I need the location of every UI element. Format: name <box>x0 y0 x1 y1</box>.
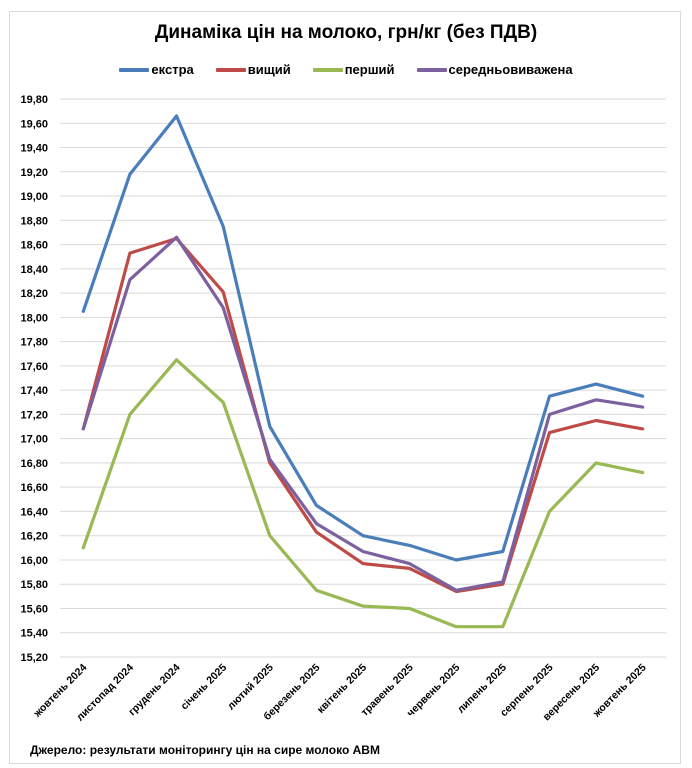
y-tick-label: 16,40 <box>20 506 48 518</box>
series-line-0 <box>81 114 645 562</box>
x-tick-label: січень 2025 <box>179 662 230 713</box>
y-tick-label: 19,00 <box>20 191 48 203</box>
chart-title: Динаміка цін на молоко, грн/кг (без ПДВ) <box>154 22 538 43</box>
y-tick-label: 17,40 <box>20 385 48 397</box>
legend-label: перший <box>344 62 395 77</box>
y-axis-ticks: 15,20 15,40 15,60 15,80 16,00 16,20 16,40 16,60… <box>20 94 48 664</box>
legend-swatch <box>312 67 343 72</box>
series-line-1 <box>81 236 645 594</box>
y-tick-label: 17,60 <box>20 361 48 373</box>
y-tick-label: 15,60 <box>20 603 48 615</box>
legend-item-serednovyvazhena: середньовиважена <box>416 62 573 77</box>
legend-swatch <box>416 67 447 72</box>
y-tick-label: 19,20 <box>20 167 48 179</box>
legend-label: вищий <box>247 62 291 77</box>
series-line-2 <box>81 358 645 629</box>
legend-item-pershyi: перший <box>312 62 395 77</box>
source-note: Джерело: результати моніторингу цін на с… <box>30 743 380 757</box>
y-tick-label: 15,80 <box>20 579 48 591</box>
y-tick-label: 15,40 <box>20 628 48 640</box>
series-line-3 <box>81 235 645 592</box>
series-lines <box>81 114 645 629</box>
y-tick-label: 18,60 <box>20 240 48 252</box>
y-tick-label: 15,20 <box>20 652 48 664</box>
y-tick-label: 17,00 <box>20 434 48 446</box>
x-tick-label: лютий 2025 <box>225 662 276 713</box>
legend-label: середньовиважена <box>448 62 573 77</box>
y-tick-label: 19,60 <box>20 118 48 130</box>
legend-item-vyshchyi: вищий <box>215 62 291 77</box>
y-tick-label: 16,20 <box>20 531 48 543</box>
y-tick-label: 18,20 <box>20 288 48 300</box>
y-tick-label: 18,40 <box>20 264 48 276</box>
legend-swatch <box>215 67 246 72</box>
y-tick-label: 19,40 <box>20 143 48 155</box>
y-tick-label: 18,80 <box>20 215 48 227</box>
legend-item-ekstra: екстра <box>119 62 194 77</box>
y-tick-label: 16,80 <box>20 458 48 470</box>
gridlines <box>60 98 666 658</box>
chart-frame <box>9 11 681 764</box>
legend: екстра вищий перший середньовиважена <box>0 62 692 77</box>
legend-swatch <box>119 67 150 72</box>
y-tick-label: 16,60 <box>20 482 48 494</box>
y-tick-label: 17,80 <box>20 337 48 349</box>
y-tick-label: 17,20 <box>20 409 48 421</box>
y-tick-label: 18,00 <box>20 312 48 324</box>
y-tick-label: 16,00 <box>20 555 48 567</box>
legend-label: екстра <box>151 62 194 77</box>
y-tick-label: 19,80 <box>20 94 48 106</box>
